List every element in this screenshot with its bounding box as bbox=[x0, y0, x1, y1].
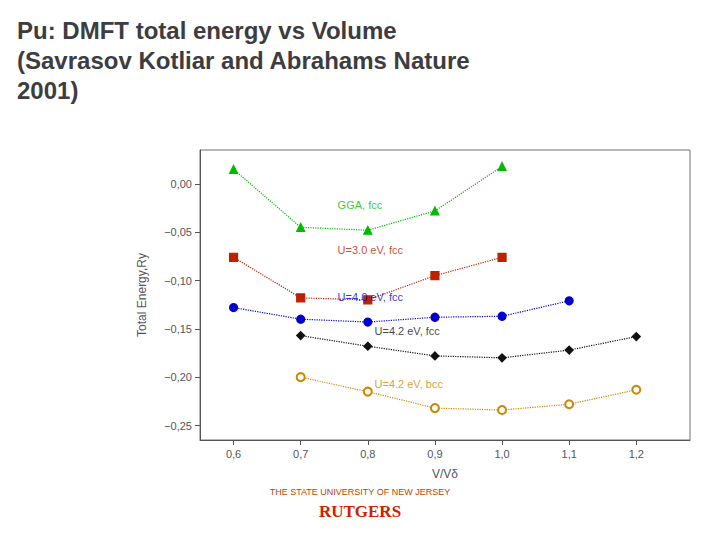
svg-text:1,1: 1,1 bbox=[562, 448, 577, 460]
svg-text:U=4.2 eV, bcc: U=4.2 eV, bcc bbox=[375, 378, 444, 390]
svg-text:2001): 2001) bbox=[17, 77, 78, 104]
svg-text:0,7: 0,7 bbox=[293, 448, 308, 460]
svg-text:THE STATE UNIVERSITY OF NEW JE: THE STATE UNIVERSITY OF NEW JERSEY bbox=[270, 487, 451, 497]
svg-text:V/Vδ: V/Vδ bbox=[432, 467, 458, 481]
svg-text:0,00: 0,00 bbox=[171, 178, 192, 190]
svg-text:−0,05: −0,05 bbox=[164, 226, 192, 238]
svg-text:U=4.2 eV, fcc: U=4.2 eV, fcc bbox=[375, 325, 441, 337]
svg-text:−0,10: −0,10 bbox=[164, 275, 192, 287]
svg-text:0,8: 0,8 bbox=[360, 448, 375, 460]
svg-text:−0,20: −0,20 bbox=[164, 371, 192, 383]
svg-text:RUTGERS: RUTGERS bbox=[319, 502, 401, 521]
svg-text:1,0: 1,0 bbox=[494, 448, 509, 460]
svg-text:0,9: 0,9 bbox=[427, 448, 442, 460]
svg-text:Pu: DMFT total energy vs Volum: Pu: DMFT total energy vs Volume bbox=[17, 17, 397, 44]
svg-text:0,6: 0,6 bbox=[226, 448, 241, 460]
svg-text:(Savrasov Kotliar and Abrahams: (Savrasov Kotliar and Abrahams Nature bbox=[17, 47, 470, 74]
svg-text:U=3.0 eV, fcc: U=3.0 eV, fcc bbox=[338, 244, 404, 256]
svg-text:−0,15: −0,15 bbox=[164, 323, 192, 335]
svg-text:1,2: 1,2 bbox=[629, 448, 644, 460]
svg-text:U=4.0 eV, fcc: U=4.0 eV, fcc bbox=[338, 291, 404, 303]
svg-text:−0,25: −0,25 bbox=[164, 420, 192, 432]
svg-text:GGA, fcc: GGA, fcc bbox=[338, 199, 383, 211]
svg-text:Total Energy,Ry: Total Energy,Ry bbox=[135, 253, 149, 337]
